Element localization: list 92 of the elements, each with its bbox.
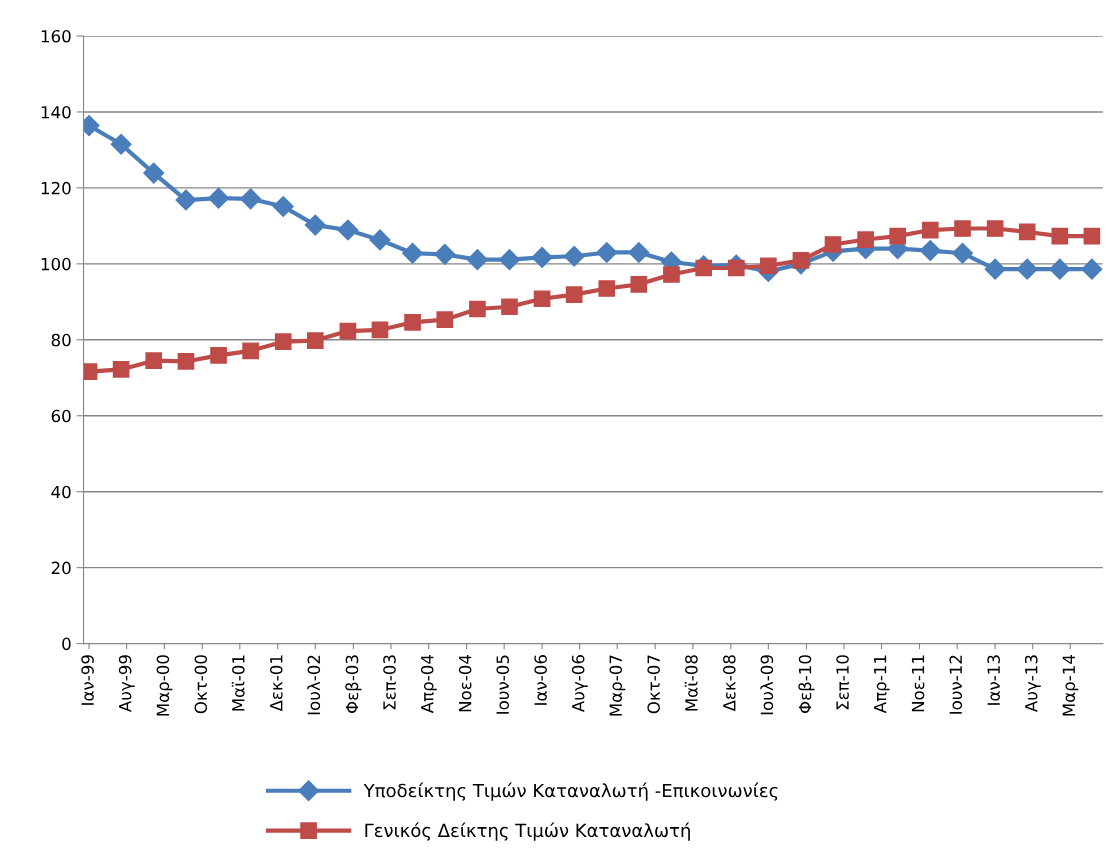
- point: [628, 241, 650, 263]
- point: [663, 266, 680, 283]
- y-tick-label: 140: [41, 105, 71, 119]
- x-tick-label: Ιουλ-02: [307, 655, 321, 715]
- x-tick-label: Ιαν-99: [81, 655, 94, 705]
- point: [857, 231, 874, 248]
- legend-label: Υποδείκτης Τιμών Καταναλωτή -Επικοινωνίες: [363, 782, 778, 801]
- x-tick-label: Φεβ-03: [345, 655, 362, 714]
- point: [984, 258, 1006, 280]
- x-tick-label: Αυγ-06: [571, 655, 588, 713]
- point: [630, 276, 648, 293]
- legend-label: Γενικός Δείκτης Τιμών Καταναλωτή: [365, 822, 690, 841]
- point: [501, 298, 518, 316]
- point: [1083, 227, 1101, 245]
- point: [436, 311, 454, 329]
- point: [498, 249, 521, 271]
- point: [466, 249, 488, 271]
- point: [563, 245, 585, 267]
- point: [143, 162, 165, 184]
- y-tick-label: 20: [51, 561, 71, 575]
- y-tick-label: 80: [51, 333, 71, 347]
- point: [919, 240, 941, 262]
- x-tick-label: Δεκ-01: [269, 655, 283, 712]
- point: [596, 241, 618, 263]
- x-tick-label: Απρ-04: [420, 654, 437, 714]
- x-tick-label: Ιουν-05: [496, 655, 510, 714]
- point: [1081, 258, 1103, 280]
- x-tick-label: Ιαν-06: [534, 655, 547, 705]
- x-tick-label: Μαρ-14: [1062, 654, 1079, 716]
- point: [1049, 258, 1071, 280]
- x-tick-label: Οκτ-07: [647, 655, 660, 714]
- x-tick-label: Μαρ-00: [156, 655, 173, 716]
- point: [337, 219, 359, 241]
- point: [533, 290, 551, 308]
- point: [177, 353, 195, 370]
- point: [531, 246, 553, 268]
- point: [986, 220, 1004, 237]
- point: [145, 352, 163, 370]
- point: [727, 259, 745, 277]
- point: [208, 187, 230, 209]
- point: [792, 252, 810, 269]
- point: [175, 189, 197, 211]
- point: [760, 257, 777, 275]
- y-tick-label: 100: [41, 257, 71, 271]
- point: [565, 286, 583, 303]
- point: [369, 229, 391, 251]
- x-tick-label: Απρ-11: [874, 655, 890, 714]
- x-tick-label: Οκτ-00: [194, 655, 208, 714]
- point: [371, 321, 389, 339]
- point: [304, 214, 326, 236]
- point: [889, 227, 907, 245]
- x-tick-label: Νοε-11: [911, 655, 925, 712]
- point: [695, 259, 713, 277]
- point: [306, 332, 324, 349]
- x-tick-label: Δεκ-08: [723, 655, 736, 712]
- point: [598, 280, 616, 297]
- y-tick-label: 40: [51, 485, 71, 499]
- point: [434, 243, 456, 265]
- x-tick-label: Σεπ-03: [383, 655, 396, 710]
- point: [1016, 258, 1038, 280]
- x-tick-label: Αυγ-99: [118, 655, 135, 713]
- x-tick-label: Μαρ-07: [609, 655, 626, 716]
- point: [210, 347, 227, 364]
- point: [469, 300, 486, 318]
- point: [272, 195, 294, 218]
- point: [339, 322, 357, 340]
- point: [954, 220, 971, 237]
- point: [824, 236, 842, 253]
- point: [404, 313, 421, 331]
- y-tick-label: 0: [62, 637, 71, 651]
- point: [274, 333, 292, 351]
- x-tick-label: Φεβ-10: [798, 655, 815, 714]
- x-tick-label: Νοε-04: [458, 654, 472, 712]
- point: [240, 188, 262, 210]
- x-tick-label: Αυγ-13: [1024, 655, 1041, 713]
- point: [952, 242, 974, 264]
- y-tick-label: 60: [51, 409, 71, 423]
- point: [921, 221, 939, 239]
- x-tick-label: Ιαν-13: [987, 655, 1000, 705]
- point: [402, 242, 424, 264]
- x-tick-label: Ιουλ-09: [760, 655, 774, 715]
- x-tick-label: Ιουν-12: [949, 655, 963, 714]
- x-tick-label: Μαϊ-08: [684, 655, 698, 711]
- y-tick-label: 120: [41, 181, 71, 195]
- x-tick-label: Σεπ-10: [836, 655, 849, 710]
- point: [110, 133, 132, 155]
- y-tick-label: 160: [41, 29, 71, 43]
- point: [1018, 223, 1036, 241]
- point: [112, 361, 130, 378]
- point: [1051, 227, 1069, 245]
- point: [242, 342, 259, 360]
- x-tick-label: Μαϊ-01: [231, 655, 245, 711]
